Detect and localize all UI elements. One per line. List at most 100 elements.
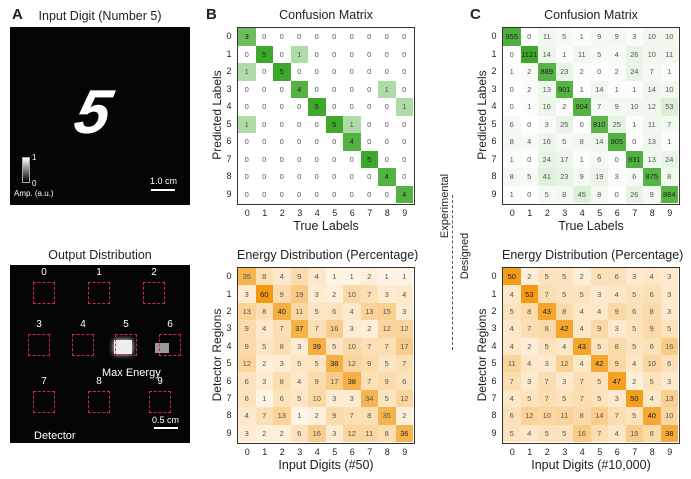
heatmap-cell: 4 xyxy=(643,389,661,408)
x-tick-label: 0 xyxy=(244,208,250,218)
heatmap-cell: 0 xyxy=(395,133,413,151)
heatmap-cell: 14 xyxy=(590,407,608,425)
heatmap-cell: 13 xyxy=(360,302,378,321)
y-tick-label: 5 xyxy=(491,358,497,369)
chart-title: Energy Distribution (Percentage) xyxy=(237,248,419,262)
heatmap-cell: 0 xyxy=(308,115,326,133)
heatmap-cell: 0 xyxy=(573,115,591,133)
heatmap-cell: 11 xyxy=(503,355,521,373)
heatmap-cell: 2 xyxy=(360,320,378,338)
x-tick-label: 2 xyxy=(544,447,550,457)
heatmap-cell: 3 xyxy=(325,389,343,408)
heatmap-cell: 0 xyxy=(255,115,273,133)
heatmap-cell: 1 xyxy=(503,185,521,203)
heatmap-cell: 43 xyxy=(538,302,556,321)
heatmap-cell: 4 xyxy=(238,407,256,425)
heatmap-cell: 16 xyxy=(308,424,326,442)
heatmap-cell: 6 xyxy=(238,389,256,408)
heatmap-cell: 5 xyxy=(538,337,556,355)
heatmap-cell: 1 xyxy=(573,150,591,168)
heatmap-cell: 26 xyxy=(625,45,643,63)
heatmap-cell: 25 xyxy=(608,115,626,133)
y-tick-label: 3 xyxy=(226,83,232,94)
detector-number: 1 xyxy=(96,267,102,278)
heatmap-cell: 0 xyxy=(343,63,361,81)
heatmap-cell: 4 xyxy=(520,133,538,151)
heatmap-cell: 5 xyxy=(503,424,521,442)
heatmap-cell: 5 xyxy=(503,302,521,321)
heatmap-cell: 0 xyxy=(290,98,308,116)
heatmap-cell: 5 xyxy=(555,28,573,46)
heatmap-cell: 0 xyxy=(238,45,256,63)
panel-b-letter: B xyxy=(206,6,217,23)
heatmap-cell: 19 xyxy=(290,285,308,303)
heatmap-cell: 1 xyxy=(238,63,256,81)
heatmap-cell: 15 xyxy=(625,424,643,442)
y-tick-label: 3 xyxy=(226,323,232,334)
heatmap-cell: 8 xyxy=(538,320,556,338)
heatmap-cell: 3 xyxy=(238,424,256,442)
secondary-spot xyxy=(155,343,169,353)
heatmap-cell: 4 xyxy=(608,424,626,442)
heatmap-cell: 0 xyxy=(360,115,378,133)
heatmap-cell: 0 xyxy=(238,185,256,203)
y-tick-label: 0 xyxy=(226,31,232,42)
heatmap-cell: 1 xyxy=(395,98,413,116)
heatmap-cell: 0 xyxy=(343,168,361,186)
heatmap-cell: 0 xyxy=(290,28,308,46)
x-tick-label: 9 xyxy=(402,208,408,218)
heatmap-cell: 7 xyxy=(273,320,291,338)
x-tick-label: 6 xyxy=(349,208,355,218)
heatmap-cell: 5 xyxy=(273,63,291,81)
detector-region-0 xyxy=(33,282,55,304)
x-tick-label: 6 xyxy=(349,447,355,457)
heatmap-cell: 6 xyxy=(273,389,291,408)
heatmap-cell: 0 xyxy=(255,63,273,81)
heatmap-cell: 4 xyxy=(308,268,326,286)
heatmap-cell: 0 xyxy=(308,80,326,98)
heatmap-cell: 3 xyxy=(625,268,643,286)
heatmap-cell: 4 xyxy=(343,302,361,321)
heatmap-cell: 4 xyxy=(573,302,591,321)
heatmap-cell: 904 xyxy=(573,98,591,116)
heatmap-cell: 3 xyxy=(590,285,608,303)
heatmap-cell: 0 xyxy=(238,168,256,186)
heatmap-cell: 4 xyxy=(503,337,521,355)
x-tick-label: 5 xyxy=(332,208,338,218)
heatmap-cell: 14 xyxy=(590,133,608,151)
heatmap-cell: 0 xyxy=(378,45,396,63)
heatmap-cell: 35 xyxy=(378,407,396,425)
y-tick-label: 1 xyxy=(226,48,232,59)
heatmap-cell: 1 xyxy=(255,389,273,408)
heatmap-cell: 36 xyxy=(395,424,413,442)
heatmap-cell: 0 xyxy=(325,80,343,98)
heatmap-cell: 3 xyxy=(290,337,308,355)
heatmap-cell: 0 xyxy=(255,168,273,186)
x-tick-label: 2 xyxy=(544,208,550,218)
heatmap-cell: 4 xyxy=(503,389,521,408)
heatmap-cell: 40 xyxy=(273,302,291,321)
heatmap-cell: 7 xyxy=(360,372,378,390)
heatmap-cell: 1 xyxy=(520,98,538,116)
heatmap-cell: 0 xyxy=(273,115,291,133)
heatmap-cell: 7 xyxy=(573,389,591,408)
heatmap-cell: 13 xyxy=(643,150,661,168)
x-tick-label: 7 xyxy=(632,208,638,218)
heatmap-cell: 42 xyxy=(555,320,573,338)
y-tick-label: 0 xyxy=(491,271,497,282)
heatmap-cell: 4 xyxy=(573,355,591,373)
heatmap-cell: 0 xyxy=(520,185,538,203)
heatmap-cell: 1 xyxy=(395,268,413,286)
designed-label: Designed xyxy=(459,232,471,280)
x-tick-label: 0 xyxy=(509,447,515,457)
heatmap-cell: 0 xyxy=(273,133,291,151)
heatmap-cell: 7 xyxy=(590,98,608,116)
heatmap-cell: 9 xyxy=(573,168,591,186)
heatmap-cell: 8 xyxy=(555,302,573,321)
heatmap-cell: 1 xyxy=(573,80,591,98)
x-tick-label: 3 xyxy=(562,208,568,218)
heatmap-cell: 1 xyxy=(343,115,361,133)
x-tick-label: 4 xyxy=(314,208,320,218)
detector-number: 9 xyxy=(157,376,163,387)
heatmap-cell: 3 xyxy=(608,320,626,338)
